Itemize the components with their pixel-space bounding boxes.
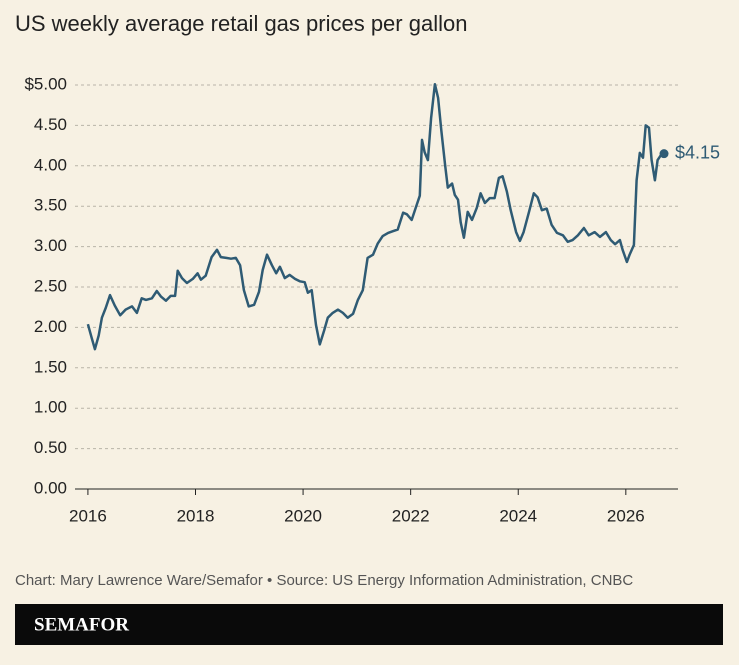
y-tick-label: 4.50: [34, 115, 67, 134]
y-tick-label: 2.00: [34, 317, 67, 336]
x-tick-label: 2024: [499, 506, 537, 525]
x-tick-label: 2020: [284, 506, 322, 525]
x-tick-label: 2016: [69, 506, 107, 525]
y-tick-label: 3.50: [34, 196, 67, 215]
y-tick-label: 0.50: [34, 438, 67, 457]
end-point: [659, 149, 669, 159]
brand-bar: [15, 604, 723, 645]
x-tick-label: 2026: [607, 506, 645, 525]
y-tick-label: 3.00: [34, 236, 67, 255]
x-tick-label: 2018: [177, 506, 215, 525]
y-tick-label: 1.50: [34, 357, 67, 376]
y-tick-label: 2.50: [34, 276, 67, 295]
y-tick-label: 0.00: [34, 478, 67, 497]
value-label: $4.15: [675, 142, 720, 162]
y-tick-label: 1.00: [34, 398, 67, 417]
chart-title: US weekly average retail gas prices per …: [15, 11, 467, 36]
y-tick-label: 4.00: [34, 155, 67, 174]
brand: SEMAFOR: [34, 614, 129, 635]
credit: Chart: Mary Lawrence Ware/Semafor • Sour…: [15, 572, 633, 589]
y-tick-label: $5.00: [24, 74, 67, 93]
price-line: [86, 82, 665, 351]
x-tick-label: 2022: [392, 506, 430, 525]
